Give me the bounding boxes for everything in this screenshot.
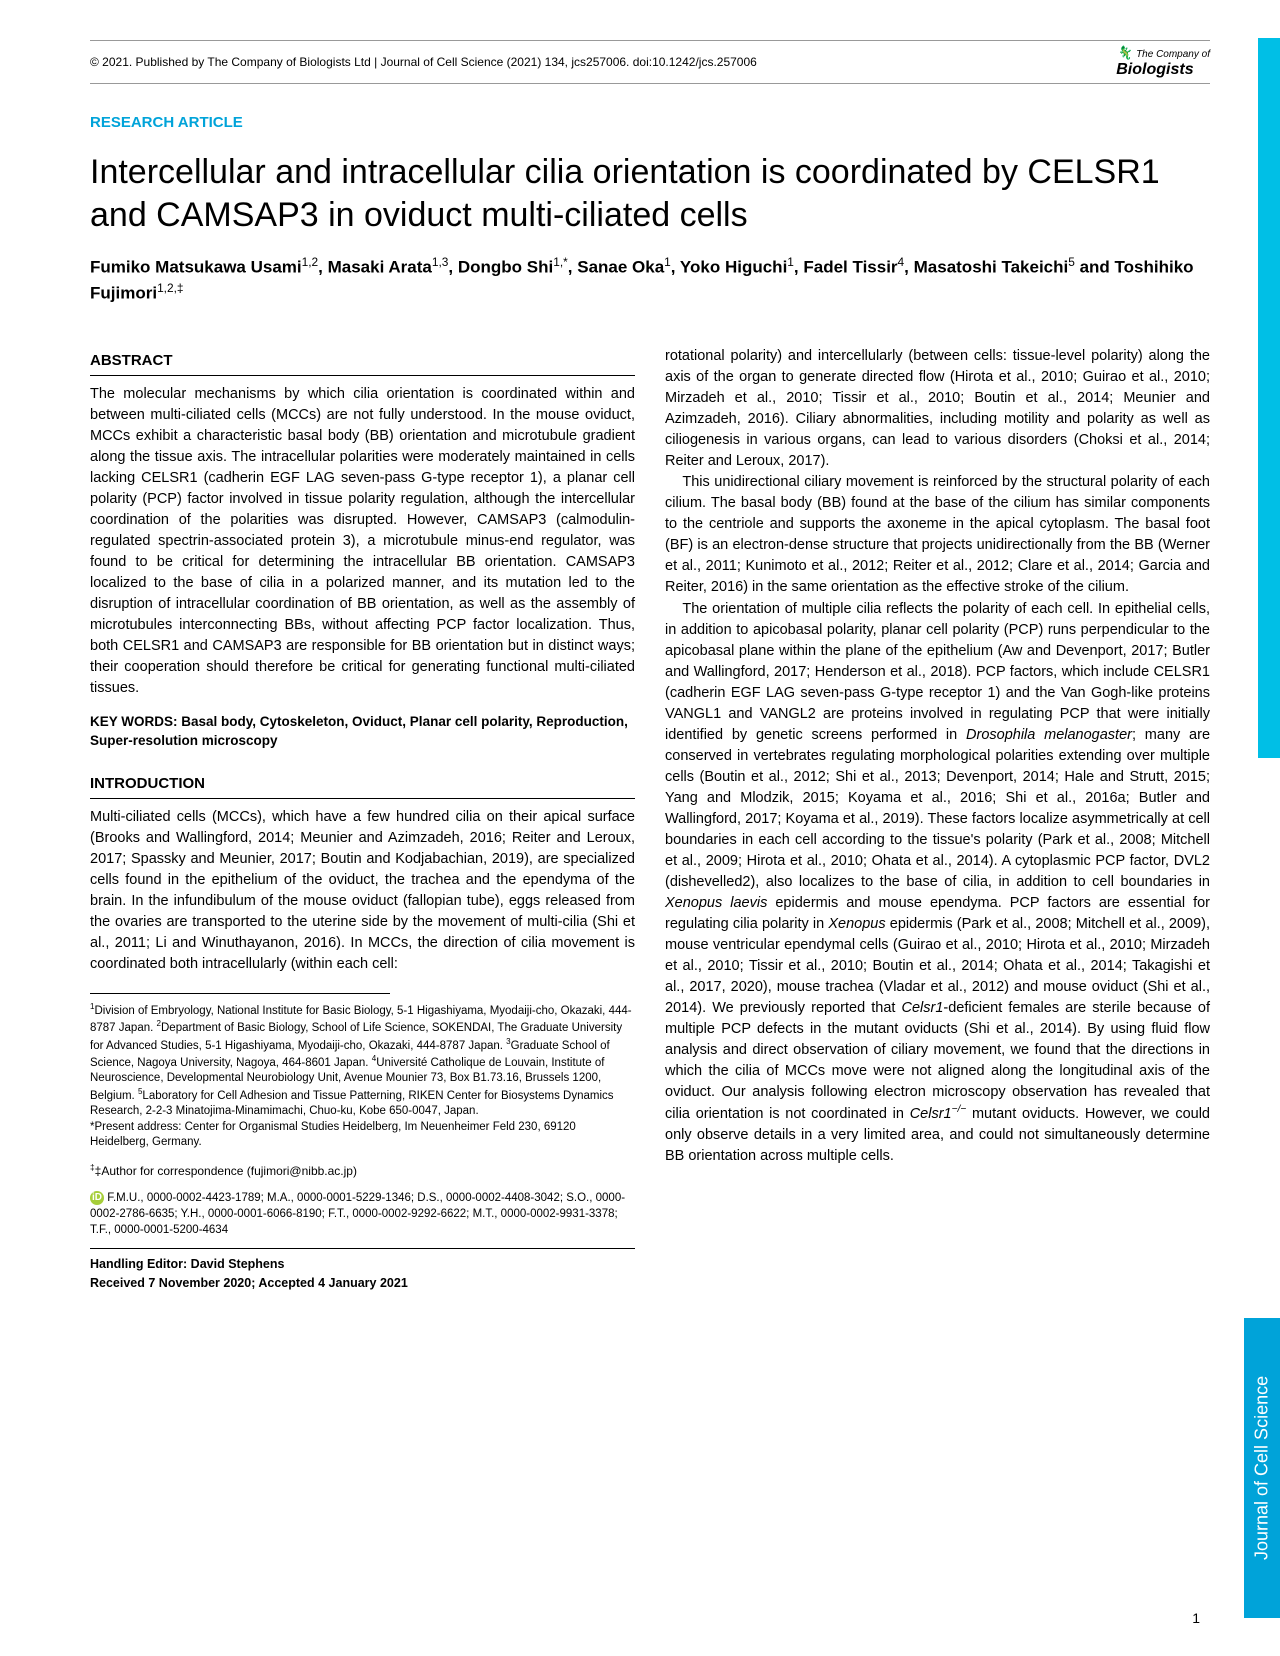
- handling-editor: Handling Editor: David Stephens: [90, 1257, 284, 1271]
- header-bar: © 2021. Published by The Company of Biol…: [90, 40, 1210, 84]
- right-p1: rotational polarity) and intercellularly…: [665, 346, 1210, 472]
- orcid-ids: iD F.M.U., 0000-0002-4423-1789; M.A., 00…: [90, 1190, 635, 1238]
- page-number: 1: [1192, 1610, 1200, 1626]
- left-column: ABSTRACT The molecular mechanisms by whi…: [90, 346, 635, 1291]
- abstract-heading: ABSTRACT: [90, 350, 635, 376]
- affiliations: 1Division of Embryology, National Instit…: [90, 1002, 635, 1151]
- keywords: KEY WORDS: Basal body, Cytoskeleton, Ovi…: [90, 713, 635, 751]
- abstract-text: The molecular mechanisms by which cilia …: [90, 384, 635, 699]
- article-type: RESEARCH ARTICLE: [90, 114, 1210, 131]
- introduction-heading: INTRODUCTION: [90, 773, 635, 799]
- affiliation-rule: [90, 993, 390, 994]
- right-p2: This unidirectional ciliary movement is …: [665, 472, 1210, 598]
- authors-list: Fumiko Matsukawa Usami1,2, Masaki Arata1…: [90, 254, 1210, 306]
- introduction-text: Multi-ciliated cells (MCCs), which have …: [90, 807, 635, 975]
- orcid-icon: iD: [90, 1191, 104, 1205]
- citation-text: © 2021. Published by The Company of Biol…: [90, 55, 757, 69]
- publisher-logo: 🦎 The Company of Biologists: [1116, 45, 1210, 79]
- right-p3: The orientation of multiple cilia reflec…: [665, 599, 1210, 1167]
- correspondence: ‡‡Author for correspondence (fujimori@ni…: [90, 1161, 635, 1180]
- right-column: rotational polarity) and intercellularly…: [665, 346, 1210, 1291]
- handling-dates: Received 7 November 2020; Accepted 4 Jan…: [90, 1276, 408, 1290]
- intro-p1: Multi-ciliated cells (MCCs), which have …: [90, 807, 635, 975]
- article-title: Intercellular and intracellular cilia or…: [90, 151, 1210, 236]
- handling-info: Handling Editor: David Stephens Received…: [90, 1248, 635, 1291]
